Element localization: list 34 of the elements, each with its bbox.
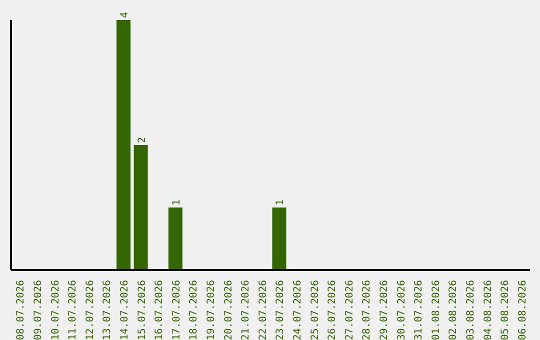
x-tick-label: 18.07.2026 xyxy=(188,280,200,340)
x-tick-label: 26.07.2026 xyxy=(327,280,338,340)
x-tick-label: 27.07.2026 xyxy=(344,280,356,340)
x-tick-label: 20.07.2026 xyxy=(223,280,234,340)
x-tick-label: 23.07.2026 xyxy=(275,280,286,340)
x-tick-label: 14.07.2026 xyxy=(119,280,130,340)
x-tick-label: 12.07.2026 xyxy=(84,280,96,340)
x-tick-label: 10.07.2026 xyxy=(50,280,62,340)
x-tick-label: 05.08.2026 xyxy=(500,280,512,340)
data-label: 4 xyxy=(120,12,131,18)
x-tick-label: 03.08.2026 xyxy=(465,280,476,340)
x-tick-label: 02.08.2026 xyxy=(448,280,460,340)
x-tick-label: 15.07.2026 xyxy=(136,280,148,340)
x-tick-label: 04.08.2026 xyxy=(482,280,494,340)
x-tick-label: 25.07.2026 xyxy=(310,280,321,340)
x-tick-label: 13.07.2026 xyxy=(102,280,114,340)
x-tick-label: 09.07.2026 xyxy=(32,280,44,340)
x-tick-label: 19.07.2026 xyxy=(206,280,217,340)
data-label: 2 xyxy=(136,136,148,143)
x-tick-label: 21.07.2026 xyxy=(240,280,252,340)
x-tick-label: 17.07.2026 xyxy=(171,280,182,340)
x-tick-label: 22.07.2026 xyxy=(258,280,269,340)
x-tick-label: 28.07.2026 xyxy=(362,280,373,340)
data-label: 1 xyxy=(171,199,182,206)
x-tick-label: 29.07.2026 xyxy=(378,280,390,340)
x-tick-label: 06.08.2026 xyxy=(517,280,528,340)
x-tick-label: 08.07.2026 xyxy=(16,280,27,340)
x-tick-label: 24.07.2026 xyxy=(292,280,304,340)
x-tick-label: 11.07.2026 xyxy=(68,280,79,340)
data-label: 1 xyxy=(275,199,286,206)
x-tick-label: 30.07.2026 xyxy=(396,280,408,340)
x-tick-label: 31.07.2026 xyxy=(414,280,425,340)
x-tick-label: 01.08.2026 xyxy=(430,280,442,340)
x-tick-label: 16.07.2026 xyxy=(154,280,166,340)
